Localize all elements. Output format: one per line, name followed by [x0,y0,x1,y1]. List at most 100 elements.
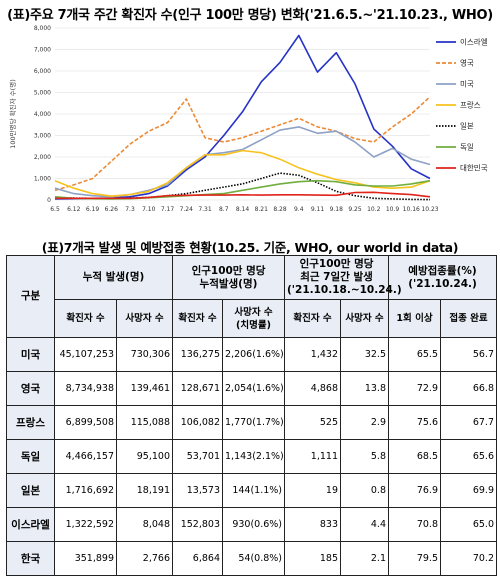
table-cell: 1,716,692 [54,473,117,508]
table-cell: 66.8 [440,371,497,406]
table-cell: 930(0.6%) [222,507,285,542]
series-line [55,191,431,200]
table-cell: 144(1.1%) [222,473,285,508]
table-cell: 68.5 [388,439,441,474]
weekly-cases-line-chart: 0 1,000 2,000 3,000 4,000 5,000 6,000 7,000 8,00… [8,25,488,213]
row-country: 영국 [6,371,55,406]
table-cell: 69.9 [440,473,497,508]
table-cell: 32.5 [340,337,389,372]
legend-label: 일본 [460,122,474,131]
table-cell: 4,868 [284,371,341,406]
row-country: 독일 [6,439,55,474]
table-cell: 2,766 [116,541,173,576]
subheader-deaths: 사망자 수 [116,299,173,338]
x-axis: 6.5 6.12 6.19 6.26 7.3 7.10 7.17 7.24 7.31 8.7 8.1… [50,206,439,213]
legend-label: 프랑스 [460,101,481,110]
row-country: 일본 [6,473,55,508]
chart-title: (표)주요 7개국 주간 확진자 수(인구 100만 명당) 변화('21.6.… [7,8,493,23]
header-per-million-cumulative-label: 인구100만 명당 누적발생(명) [191,264,266,290]
x-tick-label: 8.14 [236,206,250,213]
table-cell: 1,143(2.1%) [222,439,285,474]
y-axis: 0 1,000 2,000 3,000 4,000 5,000 6,000 7,000 8,00… [8,25,51,204]
table-cell: 54(0.8%) [222,541,285,576]
y-tick-label: 1,000 [34,176,51,183]
subheader-pm-deaths: 사망자 수 (치명률) [222,299,285,338]
row-country: 이스라엘 [6,507,55,542]
table-row: 이스라엘 1,322,592 8,048 152,803 930(0.6%) 833 4.4… [6,507,497,542]
y-tick-label: 2,000 [34,154,51,161]
table-cell: 1,432 [284,337,341,372]
series-line [54,96,431,192]
table-cell: 2.1 [340,541,389,576]
x-tick-label: 7.24 [180,206,194,213]
subheader-cases: 확진자 수 [54,299,117,338]
table-cell: 75.6 [388,405,441,440]
legend-label: 미국 [460,80,474,89]
legend-label: 독일 [460,143,474,152]
table-cell: 76.9 [388,473,441,508]
table-cell: 13.8 [340,371,389,406]
table-cell: 730,306 [116,337,173,372]
x-tick-label: 10.23 [421,206,438,213]
y-tick-label: 7,000 [34,47,51,54]
table-cell: 18,191 [116,473,173,508]
table-cell: 4,466,157 [54,439,117,474]
table-cell: 65.0 [440,507,497,542]
table-cell: 152,803 [172,507,223,542]
header-cumulative-label: 누적 발생(명) [82,271,145,283]
table-cell: 2.9 [340,405,389,440]
x-tick-label: 9.4 [294,206,304,213]
table-row: 일본 1,716,692 18,191 13,573 144(1.1%) 19 0.8 76.… [6,473,497,508]
legend-label: 대한민국 [460,163,488,173]
x-tick-label: 9.11 [311,206,325,213]
x-tick-label: 7.3 [125,206,135,213]
x-tick-label: 8.28 [273,206,287,213]
x-tick-label: 7.10 [142,206,156,213]
row-country: 한국 [6,541,55,576]
subheader-7d-cases: 확진자 수 [284,299,341,338]
x-tick-label: 6.5 [50,206,60,213]
x-tick-label: 6.12 [67,206,81,213]
table-row: 미국 45,107,253 730,306 136,275 2,206(1.6%) 1,4… [6,337,497,372]
table-cell: 67.7 [440,405,497,440]
table-cell: 6,864 [172,541,223,576]
table-cell: 79.5 [388,541,441,576]
table-cell: 8,734,938 [54,371,117,406]
table-cell: 6,899,508 [54,405,117,440]
y-tick-label: 4,000 [34,111,51,118]
subheader-7d-deaths: 사망자 수 [340,299,389,338]
table-cell: 1,770(1.7%) [222,405,285,440]
y-tick-label: 0 [47,197,51,204]
row-country: 프랑스 [6,405,55,440]
table-cell: 351,899 [54,541,117,576]
subheader-pm-deaths-label: 사망자 수 (치명률) [234,306,273,331]
x-tick-label: 7.17 [161,206,175,213]
table-cell: 4.4 [340,507,389,542]
header-recent-7days-label: 인구100만 명당 최근 7일간 발생 ('21.10.18.~10.24.) [287,258,402,296]
table-row: 프랑스 6,899,508 115,088 106,082 1,770(1.7%) 525… [6,405,497,440]
table-cell: 53,701 [172,439,223,474]
table-cell: 8,048 [116,507,173,542]
table-cell: 185 [284,541,341,576]
table-cell: 1,322,592 [54,507,117,542]
table-cell: 65.6 [440,439,497,474]
header-cumulative: 누적 발생(명) [54,255,173,300]
table-cell: 128,671 [172,371,223,406]
table-cell: 833 [284,507,341,542]
table-cell: 0.8 [340,473,389,508]
x-tick-label: 7.31 [198,206,212,213]
table-cell: 139,461 [116,371,173,406]
table-cell: 13,573 [172,473,223,508]
subheader-pm-cases: 확진자 수 [172,299,223,338]
table-row: 한국 351,899 2,766 6,864 54(0.8%) 185 2.1 79.5 70.… [6,541,497,576]
table-cell: 65.5 [388,337,441,372]
subheader-full: 접종 완료 [440,299,497,338]
y-tick-label: 8,000 [34,25,51,32]
x-tick-label: 9.18 [330,206,344,213]
table-cell: 70.8 [388,507,441,542]
country-stats-table: 구분 누적 발생(명) 인구100만 명당 누적발생(명) 인구100만 명당 … [6,255,497,576]
y-axis-label: 100만명당 확진자 수(명) [8,79,17,148]
table-row: 독일 4,466,157 95,100 53,701 1,143(2.1%) 1,111 5… [6,439,497,474]
x-tick-label: 8.7 [219,206,229,213]
subheader-dose1: 1회 이상 [388,299,441,338]
